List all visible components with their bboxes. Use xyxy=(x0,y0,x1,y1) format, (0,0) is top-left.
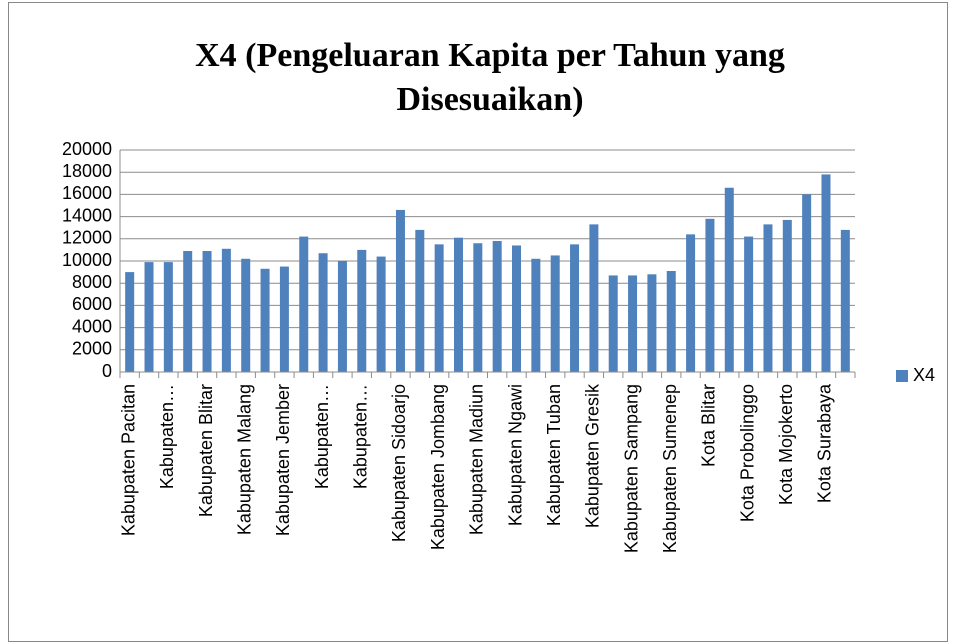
x-tick-label: Kabupaten Gresik xyxy=(583,383,603,528)
bar xyxy=(260,268,270,372)
bar xyxy=(550,255,560,372)
x-tick-label: Kabupaten Blitar xyxy=(196,384,216,517)
bar xyxy=(144,262,154,372)
bar xyxy=(724,187,734,372)
y-tick-label: 14000 xyxy=(62,205,112,225)
chart-title: X4 (Pengeluaran Kapita per Tahun yang Di… xyxy=(195,37,785,118)
x-tick-label: Kabupaten… xyxy=(312,384,332,489)
bar xyxy=(608,275,618,372)
x-tick-label: Kota Blitar xyxy=(699,384,719,467)
bar xyxy=(241,258,251,372)
bar xyxy=(337,261,347,372)
bar xyxy=(415,229,425,372)
bar xyxy=(395,209,405,372)
y-tick-label: 18000 xyxy=(62,161,112,181)
bar xyxy=(686,234,696,372)
bar xyxy=(840,229,850,372)
bar xyxy=(802,194,812,372)
y-tick-label: 12000 xyxy=(62,228,112,248)
x-tick-label: Kabupaten… xyxy=(157,384,177,489)
x-tick-label: Kabupaten Jember xyxy=(273,384,293,536)
bar xyxy=(512,245,522,372)
x-tick-label: Kota Mojokerto xyxy=(776,384,796,505)
bar xyxy=(318,253,328,372)
y-tick-label: 0 xyxy=(102,361,112,381)
page: X4 (Pengeluaran Kapita per Tahun yang Di… xyxy=(8,2,948,642)
x-tick-label: Kabupaten Sidoarjo xyxy=(389,384,409,542)
bar xyxy=(299,236,309,372)
bar xyxy=(279,266,289,372)
bar xyxy=(628,275,638,372)
bar xyxy=(531,258,541,372)
y-tick-label: 10000 xyxy=(62,250,112,270)
bar xyxy=(589,224,599,372)
bar xyxy=(473,243,483,372)
bar xyxy=(221,248,231,372)
x-tick-label: Kota Probolinggo xyxy=(737,384,757,522)
x-tick-label: Kabupaten Malang xyxy=(234,384,254,535)
x-tick-label: Kabupaten Sumenep xyxy=(660,384,680,553)
legend-label: X4 xyxy=(913,365,935,385)
bar xyxy=(744,236,754,372)
x-tick-label: Kabupaten Ngawi xyxy=(505,384,525,526)
y-tick-label: 16000 xyxy=(62,183,112,203)
bar xyxy=(376,256,386,372)
bar xyxy=(357,249,367,372)
y-tick-label: 4000 xyxy=(72,316,112,336)
x-tick-label: Kabupaten Pacitan xyxy=(118,384,138,536)
bar xyxy=(647,274,657,372)
bar xyxy=(492,241,502,372)
y-tick-label: 6000 xyxy=(72,294,112,314)
bar xyxy=(763,224,773,372)
x-tick-label: Kabupaten… xyxy=(351,384,371,489)
y-tick-label: 2000 xyxy=(72,339,112,359)
x-tick-label: Kabupaten Jombang xyxy=(428,384,448,550)
x-tick-label: Kabupaten Madiun xyxy=(467,384,487,535)
x-tick-label: Kabupaten Tuban xyxy=(544,384,564,526)
x-tick-label: Kota Surabaya xyxy=(815,383,835,503)
bar xyxy=(453,237,463,372)
bar xyxy=(434,244,444,372)
bar xyxy=(202,251,212,372)
legend-swatch xyxy=(896,370,908,382)
y-tick-label: 8000 xyxy=(72,272,112,292)
y-tick-label: 20000 xyxy=(62,139,112,159)
bar xyxy=(125,272,135,372)
x-tick-label: Kabupaten Sampang xyxy=(621,384,641,553)
bar xyxy=(821,174,831,372)
bar xyxy=(570,244,580,372)
bar xyxy=(705,218,715,372)
bar xyxy=(782,219,792,372)
bar xyxy=(666,270,676,372)
bar xyxy=(163,262,173,372)
bar xyxy=(183,251,193,372)
